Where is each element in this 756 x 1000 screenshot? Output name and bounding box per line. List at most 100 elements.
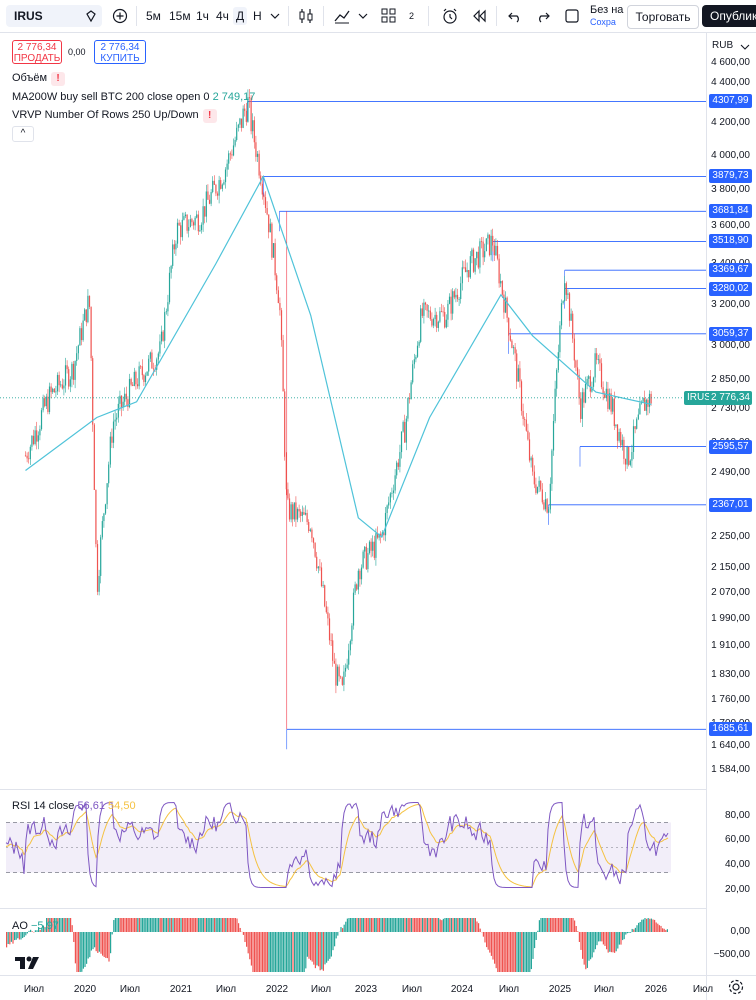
rsi-axis-label: 60,00 bbox=[724, 834, 750, 845]
ao-bar bbox=[615, 932, 617, 952]
vrvp-legend[interactable]: VRVP Number Of Rows 250 Up/Down! bbox=[12, 109, 217, 123]
ao-pane[interactable] bbox=[0, 909, 706, 975]
candle-body bbox=[39, 429, 41, 436]
indicators-icon[interactable] bbox=[333, 7, 351, 25]
redo-icon[interactable] bbox=[535, 8, 551, 24]
candle-body bbox=[298, 509, 300, 512]
ao-bar bbox=[433, 918, 435, 932]
price-axis-label: 2 070,00 bbox=[711, 587, 750, 598]
ao-bar bbox=[127, 918, 129, 932]
candle-body bbox=[476, 251, 478, 259]
buy-button[interactable]: 2 776,34 КУПИТЬ bbox=[94, 40, 146, 64]
ao-bar bbox=[367, 918, 369, 932]
ao-bar bbox=[295, 932, 297, 972]
layout-count[interactable]: 2 bbox=[409, 11, 415, 21]
ao-bar bbox=[486, 932, 488, 948]
interval-1h[interactable]: 1ч bbox=[196, 9, 209, 23]
ao-bar bbox=[111, 932, 113, 935]
ao-bar bbox=[519, 932, 521, 972]
chevron-down-icon[interactable] bbox=[740, 43, 750, 51]
volume-legend[interactable]: Объём! bbox=[12, 72, 66, 86]
candle-body bbox=[204, 206, 206, 217]
save-link[interactable]: Сохра bbox=[590, 17, 616, 27]
ao-bar bbox=[337, 932, 339, 936]
candles-icon[interactable] bbox=[297, 7, 315, 25]
publish-button[interactable]: Опублико bbox=[702, 5, 756, 27]
interval-day[interactable]: Д bbox=[233, 0, 248, 32]
sell-button[interactable]: 2 776,34 ПРОДАТЬ bbox=[12, 40, 62, 64]
ao-legend[interactable]: AO −5,97 bbox=[12, 920, 59, 932]
ao-bar bbox=[297, 932, 299, 972]
currency-label[interactable]: RUB bbox=[712, 40, 734, 51]
save-layout[interactable]: Без на Сохра bbox=[590, 5, 623, 28]
candle-body bbox=[588, 376, 590, 379]
main-price-chart[interactable] bbox=[0, 33, 706, 789]
pane-divider[interactable] bbox=[0, 789, 706, 790]
candle-body bbox=[405, 418, 407, 443]
pane-divider[interactable] bbox=[0, 908, 706, 909]
interval-5m[interactable]: 5м bbox=[146, 9, 161, 23]
ao-bar bbox=[334, 932, 336, 947]
chevron-down-icon[interactable] bbox=[358, 11, 368, 21]
price-axis-label: 1 910,00 bbox=[711, 640, 750, 651]
replay-icon[interactable] bbox=[471, 8, 487, 24]
candle-body bbox=[72, 363, 75, 380]
diamond-icon[interactable] bbox=[84, 9, 98, 23]
fullscreen-square-icon[interactable] bbox=[564, 8, 580, 24]
sell-label: ПРОДАТЬ bbox=[13, 53, 61, 64]
ao-bar bbox=[502, 932, 504, 972]
candle-body bbox=[460, 283, 462, 300]
ao-bar bbox=[594, 932, 596, 950]
ao-bar bbox=[529, 932, 531, 972]
candle-body bbox=[111, 436, 113, 443]
candle-body bbox=[173, 244, 175, 250]
candle-body bbox=[527, 430, 529, 440]
collapse-legend-button[interactable]: ^ bbox=[12, 126, 34, 142]
ao-bar bbox=[270, 932, 272, 972]
ao-bar bbox=[142, 918, 144, 932]
undo-icon[interactable] bbox=[507, 8, 523, 24]
candle-body bbox=[522, 410, 524, 419]
ao-bar bbox=[522, 932, 524, 972]
alert-clock-icon[interactable] bbox=[441, 7, 459, 25]
candle-body bbox=[264, 197, 267, 208]
ao-bar bbox=[649, 918, 651, 932]
ao-bar bbox=[383, 918, 385, 932]
ao-bar bbox=[30, 929, 32, 932]
price-axis-label: 2 850,00 bbox=[711, 374, 750, 385]
ao-bar bbox=[353, 918, 355, 932]
ao-bar bbox=[254, 932, 256, 972]
divider bbox=[288, 6, 289, 26]
candle-body bbox=[450, 296, 452, 314]
ao-bar bbox=[662, 928, 664, 932]
ma-legend[interactable]: MA200W buy sell BTC 200 close open 0 2 7… bbox=[12, 91, 255, 103]
ao-bar bbox=[358, 918, 360, 932]
tradingview-logo-icon[interactable] bbox=[14, 955, 40, 971]
candle-body bbox=[42, 398, 44, 411]
candle-body bbox=[152, 368, 155, 370]
interval-4h[interactable]: 4ч bbox=[216, 9, 229, 23]
ao-bar bbox=[214, 918, 216, 932]
warning-icon[interactable]: ! bbox=[51, 72, 66, 86]
chevron-down-icon[interactable] bbox=[270, 11, 280, 21]
candle-body bbox=[437, 321, 439, 328]
rsi-pane[interactable] bbox=[0, 790, 706, 908]
candle-body bbox=[322, 585, 324, 587]
top-toolbar: IRUS 5м 15м 1ч 4ч Д Н 2 Без на Сохра Тор… bbox=[0, 0, 756, 33]
symbol-search[interactable]: IRUS bbox=[6, 5, 102, 27]
candle-body bbox=[146, 371, 148, 376]
trade-button[interactable]: Торговать bbox=[627, 5, 699, 29]
ao-bar bbox=[462, 918, 464, 932]
candle-body bbox=[252, 120, 254, 132]
rsi-legend[interactable]: RSI 14 close 56,61 54,50 bbox=[12, 800, 136, 812]
ao-bar bbox=[364, 918, 366, 932]
compare-add-icon[interactable] bbox=[112, 8, 128, 24]
interval-15m[interactable]: 15м bbox=[169, 9, 191, 23]
ao-bar bbox=[540, 918, 542, 932]
interval-week[interactable]: Н bbox=[253, 9, 262, 23]
rsi-ma-value: 54,50 bbox=[108, 800, 136, 812]
warning-icon[interactable]: ! bbox=[202, 109, 217, 123]
candle-body bbox=[144, 375, 147, 383]
layout-grid-icon[interactable] bbox=[380, 7, 398, 25]
settings-gear-icon[interactable] bbox=[727, 978, 745, 996]
